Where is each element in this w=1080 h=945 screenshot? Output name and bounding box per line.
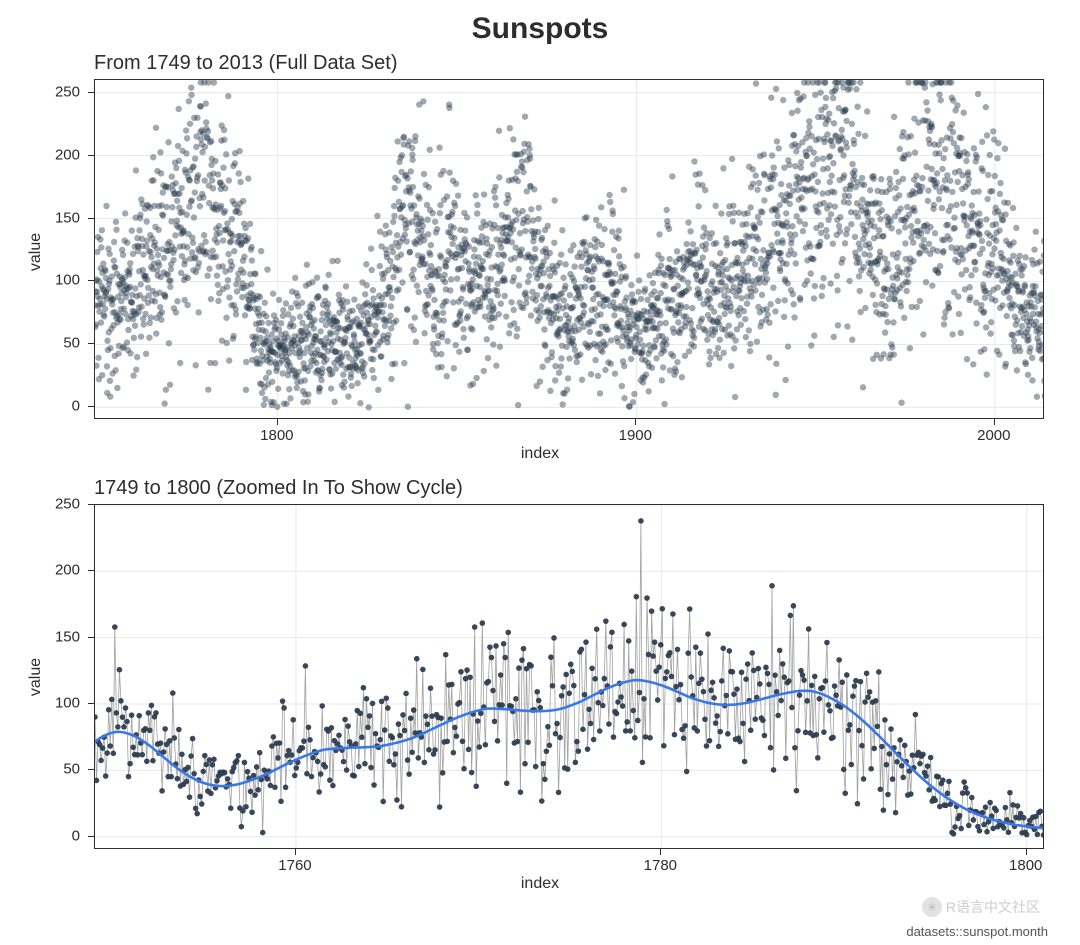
main-title: Sunspots xyxy=(0,0,1080,50)
y-tick-label: 100 xyxy=(55,695,80,712)
watermark-text: R语言中文社区 xyxy=(946,897,1040,917)
y-tick-label: 200 xyxy=(55,146,80,163)
panel2-x-tick-labels: 1760 1780 1800 xyxy=(94,849,1044,873)
x-tick-label: 1780 xyxy=(644,857,677,874)
panel1-plot-area xyxy=(94,79,1044,419)
panel2-svg xyxy=(95,505,1044,849)
panel1-subtitle: From 1749 to 2013 (Full Data Set) xyxy=(94,52,1050,75)
panel1-x-title: index xyxy=(30,445,1050,463)
x-tick-label: 2000 xyxy=(977,427,1010,444)
x-tick-label: 1900 xyxy=(619,427,652,444)
wechat-icon: ✳ xyxy=(922,897,942,917)
y-tick-label: 150 xyxy=(55,209,80,226)
y-tick-label: 200 xyxy=(55,562,80,579)
panel-full-data: From 1749 to 2013 (Full Data Set) value … xyxy=(30,52,1050,463)
watermark: ✳ R语言中文社区 xyxy=(922,897,1040,917)
panel2-plot-area xyxy=(94,504,1044,849)
x-tick-label: 1800 xyxy=(1009,857,1042,874)
caption: datasets::sunspot.month xyxy=(906,924,1048,939)
panel2-x-title: index xyxy=(30,875,1050,893)
x-tick-label: 1760 xyxy=(278,857,311,874)
y-tick-label: 0 xyxy=(72,398,80,415)
y-tick-label: 0 xyxy=(72,827,80,844)
x-tick-label: 1800 xyxy=(260,427,293,444)
panel1-x-tick-labels: 1800 1900 2000 xyxy=(94,419,1044,443)
panel1-y-title: value xyxy=(27,233,45,271)
y-tick-label: 250 xyxy=(55,496,80,513)
panel1-svg xyxy=(95,80,1044,419)
y-tick-label: 50 xyxy=(63,335,80,352)
panel-zoomed: 1749 to 1800 (Zoomed In To Show Cycle) v… xyxy=(30,477,1050,893)
y-tick-label: 50 xyxy=(63,761,80,778)
y-tick-label: 250 xyxy=(55,83,80,100)
panel2-y-title: value xyxy=(27,658,45,696)
y-tick-label: 100 xyxy=(55,272,80,289)
y-tick-label: 150 xyxy=(55,628,80,645)
panel2-subtitle: 1749 to 1800 (Zoomed In To Show Cycle) xyxy=(94,477,1050,500)
